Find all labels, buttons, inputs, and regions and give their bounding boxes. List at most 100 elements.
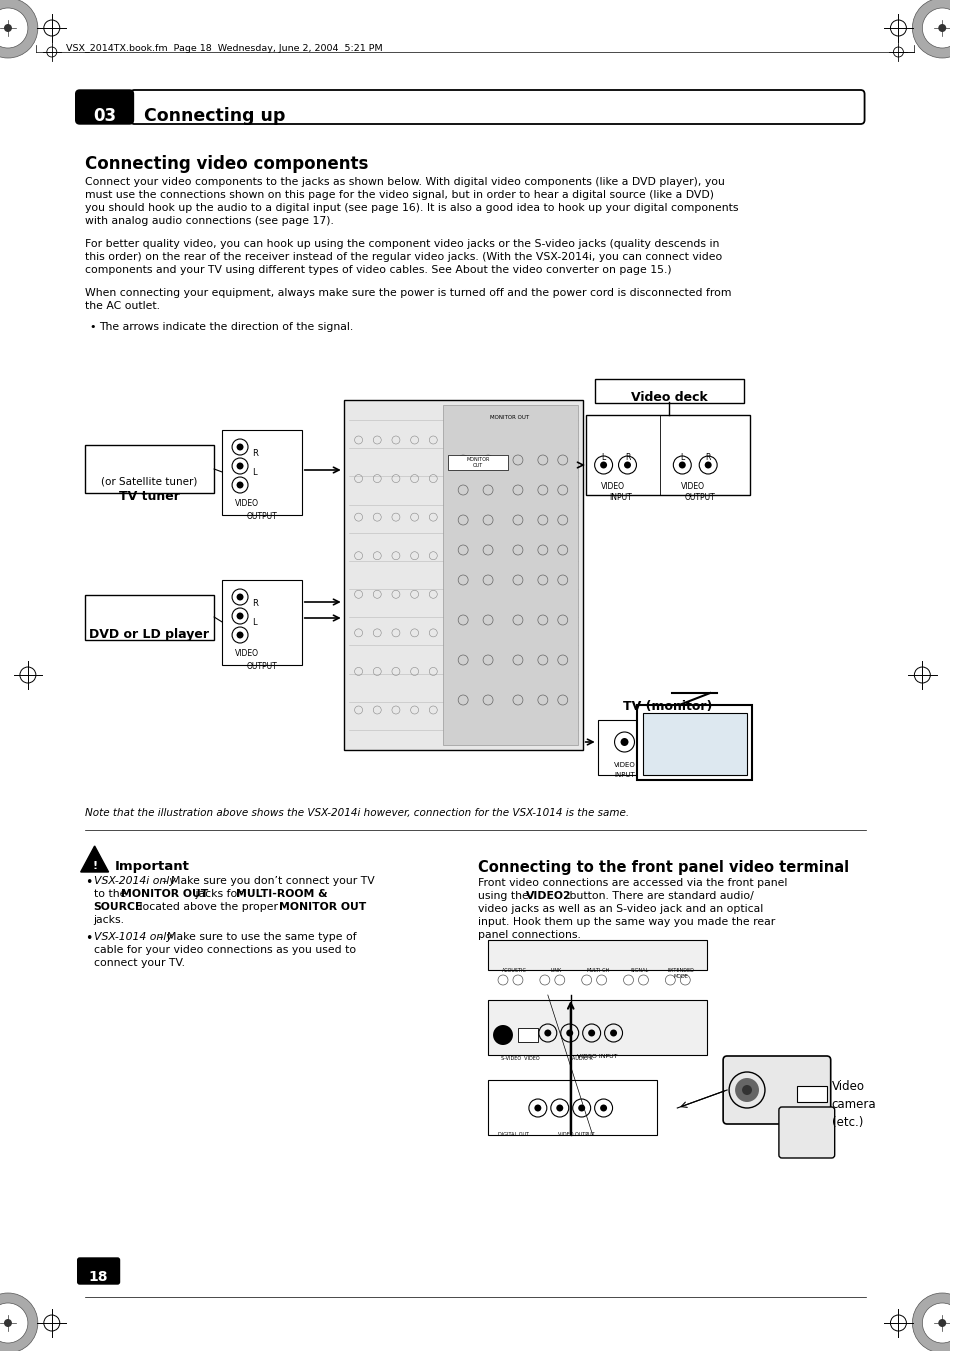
Text: L: L (679, 453, 683, 462)
Text: SOURCE: SOURCE (93, 902, 143, 912)
Circle shape (0, 1302, 28, 1343)
Text: MONITOR
OUT: MONITOR OUT (466, 457, 489, 467)
Circle shape (534, 1105, 540, 1112)
Text: L: L (252, 617, 256, 627)
Circle shape (679, 462, 685, 469)
Circle shape (619, 738, 628, 746)
Circle shape (556, 1105, 562, 1112)
Circle shape (599, 1105, 606, 1112)
Text: must use the connections shown on this page for the video signal, but in order t: must use the connections shown on this p… (85, 190, 713, 200)
Text: 03: 03 (93, 107, 116, 126)
Text: panel connections.: panel connections. (477, 929, 580, 940)
Bar (222, 580, 301, 665)
Bar (443, 405, 578, 744)
Text: Connecting video components: Connecting video components (85, 155, 368, 173)
Bar (222, 430, 301, 515)
Bar (85, 444, 213, 493)
Bar (85, 594, 213, 640)
Text: using the: using the (477, 892, 532, 901)
Circle shape (704, 462, 711, 469)
FancyBboxPatch shape (77, 1258, 119, 1283)
Text: OUTPUT: OUTPUT (246, 662, 277, 671)
Circle shape (0, 0, 38, 58)
Text: R: R (252, 598, 257, 608)
Circle shape (911, 0, 953, 58)
Text: Note that the illustration above shows the VSX-2014i however, connection for the: Note that the illustration above shows t… (85, 808, 628, 817)
Text: Connecting up: Connecting up (144, 107, 286, 126)
Bar (637, 705, 751, 780)
Circle shape (623, 462, 630, 469)
Text: you should hook up the audio to a digital input (see page 16). It is also a good: you should hook up the audio to a digita… (85, 203, 738, 213)
Circle shape (578, 1105, 584, 1112)
Text: VIDEO: VIDEO (234, 499, 259, 508)
Bar (488, 1000, 706, 1055)
Text: VSX-2014i only: VSX-2014i only (93, 875, 175, 886)
FancyBboxPatch shape (75, 91, 133, 124)
Circle shape (599, 462, 606, 469)
Text: VIDEO INPUT: VIDEO INPUT (577, 1054, 618, 1059)
Circle shape (236, 593, 243, 600)
Bar (343, 400, 582, 750)
Text: button. There are standard audio/: button. There are standard audio/ (565, 892, 753, 901)
Text: this order) on the rear of the receiver instead of the regular video jacks. (Wit: this order) on the rear of the receiver … (85, 253, 721, 262)
Text: Connect your video components to the jacks as shown below. With digital video co: Connect your video components to the jac… (85, 177, 723, 186)
Circle shape (236, 462, 243, 470)
Circle shape (236, 481, 243, 489)
FancyBboxPatch shape (722, 1056, 830, 1124)
Text: Video deck: Video deck (630, 390, 707, 404)
Text: •: • (85, 932, 91, 944)
Text: to the: to the (93, 889, 130, 898)
Text: MONITOR OUT: MONITOR OUT (490, 415, 529, 420)
Text: VIDEO: VIDEO (680, 482, 704, 490)
Text: MONITOR OUT: MONITOR OUT (278, 902, 366, 912)
Text: En: En (92, 1258, 105, 1269)
Text: input. Hook them up the same way you made the rear: input. Hook them up the same way you mad… (477, 917, 775, 927)
Text: OUTPUT: OUTPUT (246, 512, 277, 521)
Text: INPUT: INPUT (614, 771, 635, 778)
Circle shape (236, 612, 243, 620)
Text: – Make sure you don’t connect your TV: – Make sure you don’t connect your TV (162, 875, 375, 886)
Text: ACOUSTIC: ACOUSTIC (501, 969, 526, 973)
Text: with analog audio connections (see page 17).: with analog audio connections (see page … (85, 216, 334, 226)
Bar (488, 940, 706, 970)
Polygon shape (81, 846, 109, 871)
Text: R: R (252, 449, 257, 458)
Bar (585, 415, 749, 494)
Text: Video
camera
(etc.): Video camera (etc.) (831, 1079, 876, 1129)
Circle shape (544, 1029, 551, 1036)
Circle shape (0, 1293, 38, 1351)
Circle shape (922, 8, 953, 49)
Text: S-VIDEO  VIDEO: S-VIDEO VIDEO (500, 1056, 538, 1061)
Text: VSX-1014 only: VSX-1014 only (93, 932, 172, 942)
Text: jacks.: jacks. (93, 915, 125, 925)
FancyBboxPatch shape (594, 380, 743, 403)
Text: SIGNAL: SIGNAL (630, 969, 648, 973)
Text: EXTENDED
MODE: EXTENDED MODE (667, 969, 694, 979)
FancyBboxPatch shape (778, 1106, 834, 1158)
Text: – Make sure to use the same type of: – Make sure to use the same type of (158, 932, 356, 942)
Text: VIDEO: VIDEO (613, 762, 635, 767)
Text: 18: 18 (89, 1270, 109, 1283)
Text: When connecting your equipment, always make sure the power is turned off and the: When connecting your equipment, always m… (85, 288, 730, 299)
Circle shape (566, 1029, 573, 1036)
Circle shape (938, 24, 945, 32)
Text: MULTI-CH: MULTI-CH (585, 969, 609, 973)
Text: TV tuner: TV tuner (119, 490, 180, 503)
Circle shape (4, 24, 12, 32)
Text: the AC outlet.: the AC outlet. (85, 301, 159, 311)
Text: Connecting to the front panel video terminal: Connecting to the front panel video term… (477, 861, 848, 875)
Text: The arrows indicate the direction of the signal.: The arrows indicate the direction of the… (98, 322, 353, 332)
Circle shape (0, 8, 28, 49)
Text: VIDEO: VIDEO (600, 482, 624, 490)
Text: components and your TV using different types of video cables. See ⁣About the vid: components and your TV using different t… (85, 265, 671, 276)
Text: VSX_2014TX.book.fm  Page 18  Wednesday, June 2, 2004  5:21 PM: VSX_2014TX.book.fm Page 18 Wednesday, Ju… (66, 45, 382, 53)
Text: AUDIO R: AUDIO R (572, 1056, 593, 1061)
Text: Front video connections are accessed via the front panel: Front video connections are accessed via… (477, 878, 786, 888)
Text: •: • (90, 322, 96, 332)
Text: L: L (600, 453, 605, 462)
Text: MONITOR OUT: MONITOR OUT (120, 889, 208, 898)
Text: located above the proper: located above the proper (136, 902, 282, 912)
Circle shape (236, 631, 243, 639)
Text: R: R (705, 453, 710, 462)
Text: For better quality video, you can hook up using the component video jacks or the: For better quality video, you can hook u… (85, 239, 719, 249)
